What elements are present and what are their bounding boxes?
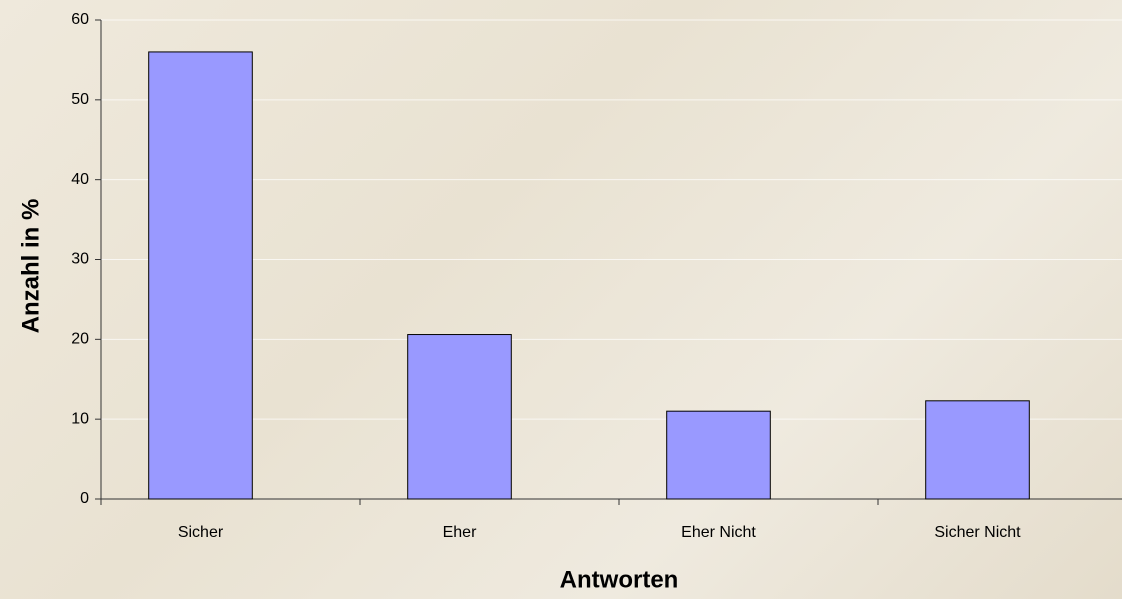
y-axis-title: Anzahl in % (17, 199, 44, 334)
bar (148, 51, 253, 500)
bar (925, 400, 1030, 500)
y-tick-label: 30 (71, 251, 89, 268)
y-tick-label: 20 (71, 331, 89, 348)
x-tick-label: Eher (443, 524, 477, 541)
y-tick-label: 60 (71, 11, 89, 28)
y-tick-label: 0 (80, 490, 89, 507)
x-tick-label: Sicher (178, 524, 224, 541)
x-tick-label: Sicher Nicht (934, 524, 1021, 541)
y-tick-label: 10 (71, 410, 89, 427)
y-tick-label: 40 (71, 171, 89, 188)
x-tick-label: Eher Nicht (681, 524, 756, 541)
bar (666, 410, 771, 500)
y-tick-label: 50 (71, 91, 89, 108)
x-axis-title: Antworten (560, 566, 679, 593)
bar (407, 334, 512, 500)
